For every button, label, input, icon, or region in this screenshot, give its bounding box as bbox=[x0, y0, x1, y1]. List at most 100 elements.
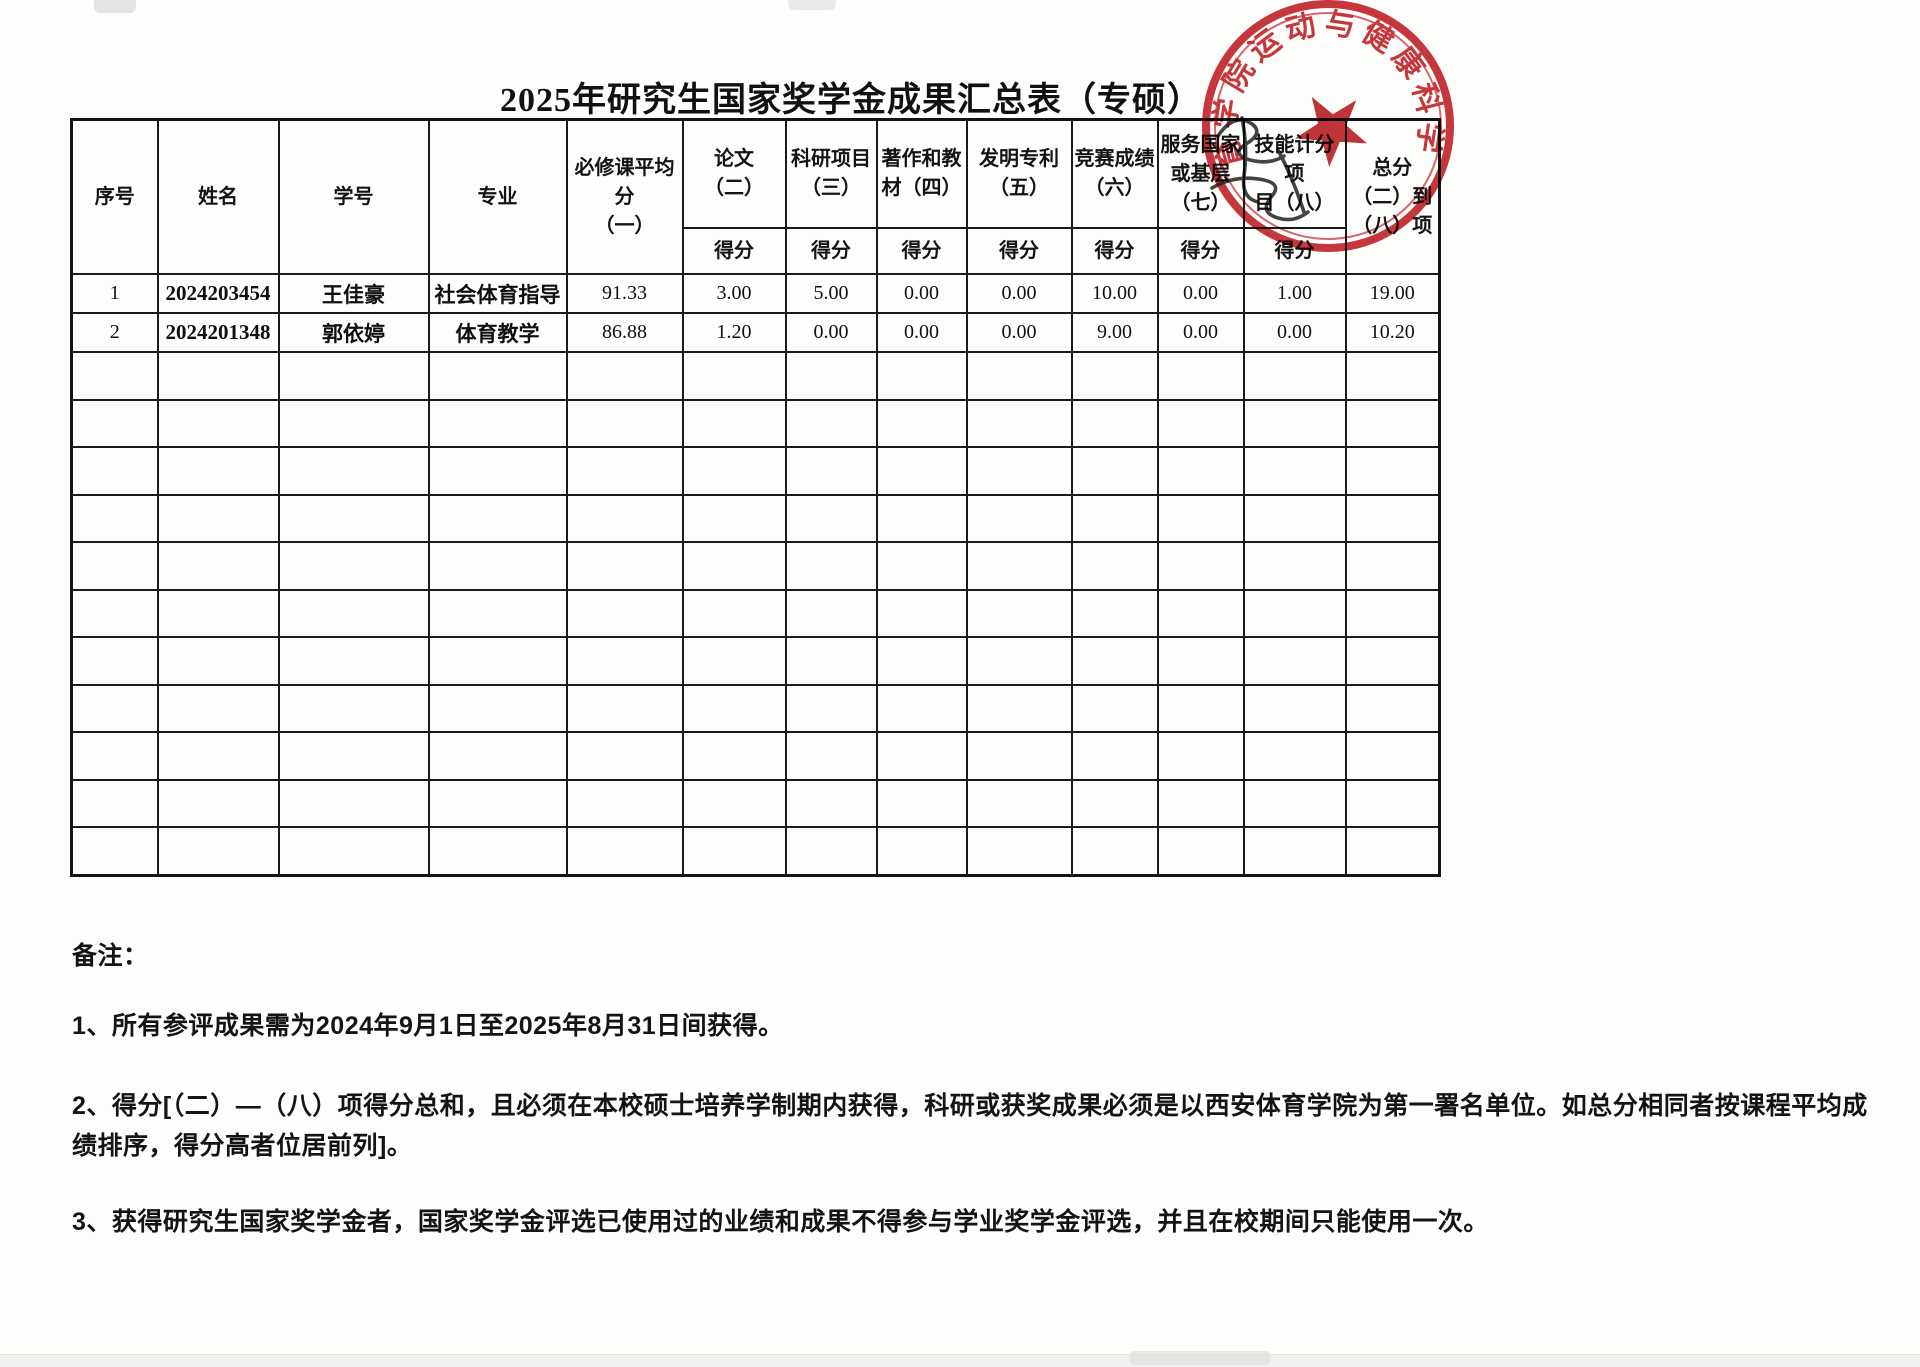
empty-cell bbox=[1344, 636, 1441, 686]
empty-cell bbox=[965, 731, 1073, 781]
empty-cell bbox=[681, 683, 787, 733]
empty-cell bbox=[1156, 493, 1245, 543]
empty-cell bbox=[1156, 446, 1245, 496]
cell-patents: 0.00 bbox=[965, 273, 1073, 314]
empty-cell bbox=[156, 636, 280, 686]
empty-cell bbox=[965, 588, 1073, 638]
page-title: 2025年研究生国家奖学金成果汇总表（专硕） bbox=[500, 82, 1202, 119]
empty-cell bbox=[875, 731, 968, 781]
cell-index: 2 bbox=[70, 312, 159, 353]
score-subheader: 得分 bbox=[1156, 227, 1245, 275]
empty-cell bbox=[1070, 398, 1159, 448]
empty-cell bbox=[965, 446, 1073, 496]
empty-cell bbox=[1070, 588, 1159, 638]
empty-cell bbox=[565, 636, 684, 686]
empty-cell bbox=[1344, 493, 1441, 543]
empty-cell bbox=[277, 351, 430, 401]
empty-cell bbox=[1070, 446, 1159, 496]
empty-cell bbox=[784, 826, 878, 876]
empty-cell bbox=[875, 446, 968, 496]
empty-cell bbox=[1070, 541, 1159, 591]
table-row-empty bbox=[70, 826, 1441, 876]
empty-cell bbox=[277, 636, 430, 686]
empty-cell bbox=[681, 398, 787, 448]
empty-cell bbox=[784, 636, 878, 686]
empty-cell bbox=[681, 351, 787, 401]
empty-cell bbox=[565, 351, 684, 401]
empty-cell bbox=[565, 683, 684, 733]
empty-cell bbox=[1344, 826, 1441, 876]
empty-cell bbox=[875, 778, 968, 828]
score-subheader: 得分 bbox=[1070, 227, 1159, 275]
empty-cell bbox=[681, 446, 787, 496]
empty-cell bbox=[70, 446, 159, 496]
empty-cell bbox=[70, 351, 159, 401]
empty-cell bbox=[427, 683, 568, 733]
empty-cell bbox=[156, 826, 280, 876]
empty-cell bbox=[784, 446, 878, 496]
empty-cell bbox=[681, 778, 787, 828]
empty-cell bbox=[427, 398, 568, 448]
empty-cell bbox=[1156, 398, 1245, 448]
table-row-empty bbox=[70, 683, 1441, 733]
cell-name: 郭依婷 bbox=[277, 312, 430, 353]
empty-cell bbox=[565, 398, 684, 448]
table-row-empty bbox=[70, 778, 1441, 828]
table-row-empty bbox=[70, 636, 1441, 686]
empty-cell bbox=[875, 493, 968, 543]
empty-cell bbox=[70, 778, 159, 828]
cell-research: 5.00 bbox=[784, 273, 878, 314]
empty-cell bbox=[1156, 351, 1245, 401]
empty-cell bbox=[1242, 826, 1347, 876]
score-subheader: 得分 bbox=[965, 227, 1073, 275]
empty-cell bbox=[1344, 778, 1441, 828]
cell-books: 0.00 bbox=[875, 312, 968, 353]
empty-cell bbox=[277, 778, 430, 828]
empty-cell bbox=[784, 683, 878, 733]
empty-cell bbox=[1156, 731, 1245, 781]
empty-cell bbox=[70, 588, 159, 638]
empty-cell bbox=[427, 351, 568, 401]
cell-course-avg: 86.88 bbox=[565, 312, 684, 353]
cell-skills: 0.00 bbox=[1242, 312, 1347, 353]
empty-cell bbox=[784, 731, 878, 781]
column-header-name: 姓名 bbox=[156, 118, 280, 275]
cell-patents: 0.00 bbox=[965, 312, 1073, 353]
table-row: 2 2024201348 郭依婷 体育教学 86.88 1.20 0.00 0.… bbox=[70, 312, 1441, 353]
cell-service: 0.00 bbox=[1156, 273, 1245, 314]
empty-cell bbox=[277, 826, 430, 876]
table-row-empty bbox=[70, 588, 1441, 638]
empty-cell bbox=[156, 351, 280, 401]
empty-cell bbox=[1070, 778, 1159, 828]
empty-cell bbox=[1070, 493, 1159, 543]
empty-cell bbox=[156, 778, 280, 828]
empty-cell bbox=[784, 588, 878, 638]
empty-cell bbox=[875, 541, 968, 591]
column-header-major: 专业 bbox=[427, 118, 568, 275]
empty-cell bbox=[70, 636, 159, 686]
empty-cell bbox=[277, 446, 430, 496]
empty-cell bbox=[784, 351, 878, 401]
empty-cell bbox=[1070, 826, 1159, 876]
empty-cell bbox=[1156, 588, 1245, 638]
empty-cell bbox=[1070, 636, 1159, 686]
empty-cell bbox=[1070, 731, 1159, 781]
column-header-books: 著作和教 材（四） bbox=[875, 118, 968, 229]
empty-cell bbox=[1242, 398, 1347, 448]
score-subheader: 得分 bbox=[784, 227, 878, 275]
cell-total: 10.20 bbox=[1344, 312, 1441, 353]
empty-cell bbox=[70, 731, 159, 781]
score-subheader: 得分 bbox=[1242, 227, 1347, 275]
empty-cell bbox=[965, 541, 1073, 591]
empty-cell bbox=[565, 731, 684, 781]
empty-cell bbox=[565, 493, 684, 543]
cell-course-avg: 91.33 bbox=[565, 273, 684, 314]
scan-artifact bbox=[788, 0, 836, 10]
empty-cell bbox=[427, 446, 568, 496]
empty-cell bbox=[565, 541, 684, 591]
empty-cell bbox=[784, 541, 878, 591]
cell-papers: 1.20 bbox=[681, 312, 787, 353]
column-header-service: 服务国家 或基层 （七） bbox=[1156, 118, 1245, 229]
column-header-course-avg: 必修课平均分 （一） bbox=[565, 118, 684, 275]
